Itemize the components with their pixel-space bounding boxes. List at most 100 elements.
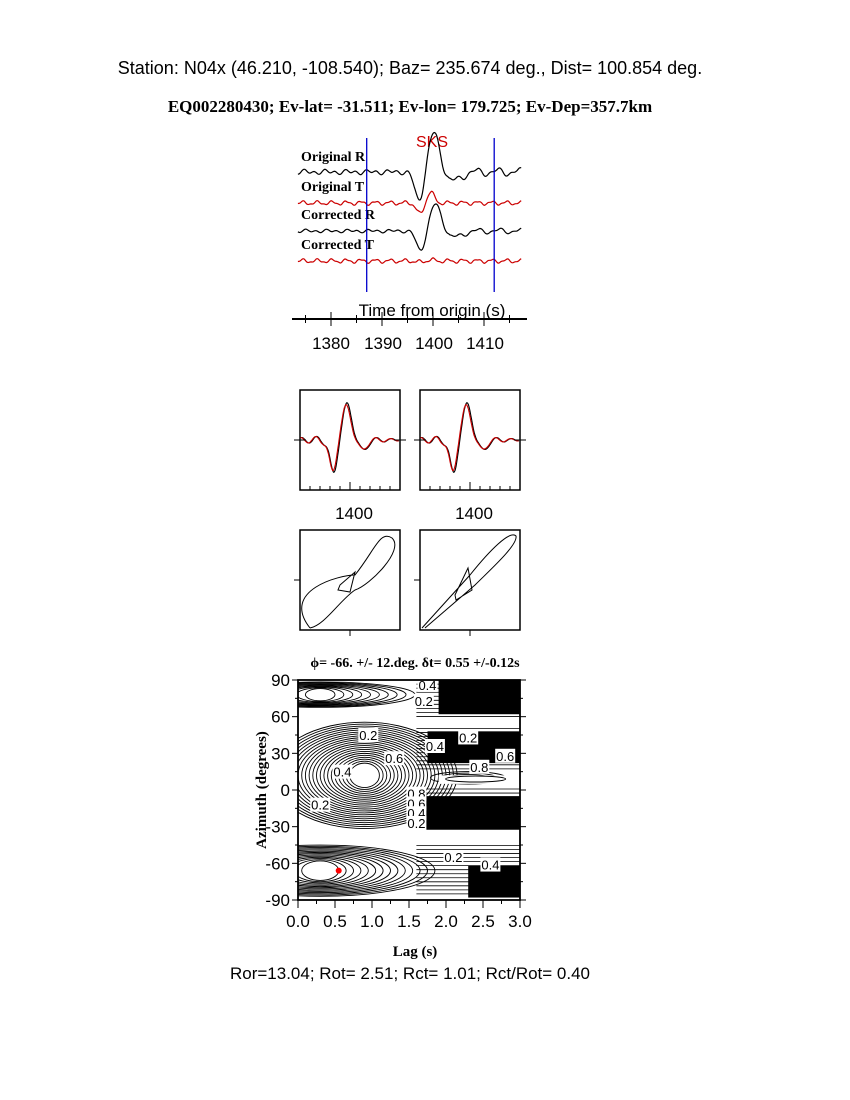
time-axis-label: Time from origin (s) (359, 301, 506, 320)
contour-line (349, 762, 380, 788)
phase-label: SKS (416, 134, 448, 151)
series-label-original-r: Original R (301, 150, 366, 165)
contour-line (298, 847, 421, 895)
x-tick-label: 1380 (312, 334, 350, 353)
contour-label-text: 0.6 (496, 749, 514, 764)
contour-dense-region (423, 796, 520, 830)
contour-xlabel: Lag (s) (393, 944, 438, 960)
contour-label-text: 0.8 (470, 760, 488, 775)
x-tick-label: 2.0 (434, 912, 458, 931)
contour-label: 0.6 (384, 751, 405, 766)
contour-label: 0.2 (443, 850, 464, 865)
contour-line (298, 853, 384, 889)
y-tick-label: -30 (265, 818, 290, 837)
contour-label-text: 0.4 (418, 678, 436, 693)
y-tick-label: 60 (271, 708, 290, 727)
contour-label-text: 0.2 (444, 850, 462, 865)
contour-label-bg (480, 857, 501, 872)
series-label-corrected-r: Corrected R (301, 208, 376, 223)
contour-panel: ϕ= -66. +/- 12.deg. δt= 0.55 +/-0.12s La… (254, 656, 532, 960)
waveform-red (420, 404, 519, 472)
contour-label: 0.6 (495, 748, 516, 764)
contour-label-bg (469, 759, 490, 774)
best-fit-point (335, 867, 342, 874)
contour-line (298, 683, 389, 706)
contour-label-text: 0.2 (407, 816, 425, 831)
contour-label: 0.8 (469, 759, 490, 775)
x-tick-label: 1.0 (360, 912, 384, 931)
contour-label-text: 0.4 (333, 765, 351, 780)
contour-line (301, 860, 340, 881)
contour-label-text: 0.4 (481, 858, 499, 873)
y-tick-label: 30 (271, 744, 290, 763)
contour-label-text: 0.2 (359, 728, 377, 743)
event-info: EQ002280430; Ev-lat= -31.511; Ev-lon= 17… (167, 97, 653, 116)
contour-line (298, 686, 354, 703)
waveform-box (299, 389, 401, 491)
contour-label: 0.2 (358, 728, 379, 743)
contour-label-text: 0.6 (385, 751, 403, 766)
contour-label-text: 0.2 (415, 694, 433, 709)
contour-label: 0.4 (480, 857, 501, 873)
trace-original-t (297, 190, 522, 214)
waveform-box (419, 389, 521, 491)
contour-line (312, 743, 417, 808)
trace-original-r (297, 131, 522, 201)
contour-line (298, 859, 347, 883)
contour-line (298, 844, 436, 897)
series-label-original-t: Original T (301, 180, 365, 195)
contour-label: 0.2 (458, 730, 479, 745)
contour-title: ϕ= -66. +/- 12.deg. δt= 0.55 +/-0.12s (310, 656, 520, 671)
contour-label: 0.2 (310, 797, 331, 813)
contour-line (323, 749, 406, 802)
x-tick-label: 1390 (364, 334, 402, 353)
contour-dense-region (438, 680, 520, 715)
contour-label-bg (424, 739, 445, 753)
trace-corrected-r (297, 203, 522, 251)
contour-label-bg (443, 850, 464, 865)
contour-line (298, 856, 362, 885)
contour-line (298, 685, 363, 704)
contour-label-bg (358, 728, 379, 742)
contour-line (298, 685, 371, 705)
contour-line (316, 745, 414, 806)
contour-label-text: 0.2 (459, 730, 477, 745)
station-info: Station: N04x (46.210, -108.540); Baz= 2… (117, 58, 703, 78)
particle-motion-path (301, 535, 396, 629)
contour-label: 0.4 (417, 677, 438, 693)
contour-label-bg (406, 816, 427, 830)
contour-ylabel: Azimuth (degrees) (254, 731, 270, 849)
waveform-red (300, 404, 399, 472)
x-tick-label: 0.0 (286, 912, 310, 931)
x-tick-label: 1400 (455, 504, 493, 523)
contour-label-text: 0.2 (311, 798, 329, 813)
y-tick-label: -90 (265, 891, 290, 910)
contour-line (298, 858, 354, 884)
contour-line (330, 752, 399, 798)
contour-line (298, 687, 345, 702)
contour-label: 0.2 (413, 693, 434, 709)
contour-line (298, 848, 414, 894)
contour-label: 0.4 (332, 764, 353, 780)
contour-label-bg (332, 764, 353, 779)
y-tick-label: 0 (281, 781, 290, 800)
contour-field (298, 680, 520, 898)
trace-panel: SKS Original R Original T Corrected R Co… (292, 131, 527, 353)
contour-line (298, 851, 391, 890)
ratio-summary: Ror=13.04; Rot= 2.51; Rct= 1.01; Rct/Rot… (229, 964, 591, 983)
contour-label: 0.4 (424, 739, 445, 754)
contour-line (319, 747, 410, 804)
contour-line (298, 849, 406, 892)
contour-line (445, 775, 507, 783)
particle-motion-path (421, 534, 517, 629)
particle-motion-box (299, 529, 401, 631)
contour-label-text: 0.4 (426, 739, 444, 754)
contour-line (298, 682, 398, 707)
x-tick-label: 1410 (466, 334, 504, 353)
x-tick-label: 1400 (415, 334, 453, 353)
contour-label-bg (495, 748, 516, 763)
y-tick-label: -60 (265, 854, 290, 873)
contour-label-bg (413, 693, 434, 708)
contour-line (304, 688, 336, 702)
